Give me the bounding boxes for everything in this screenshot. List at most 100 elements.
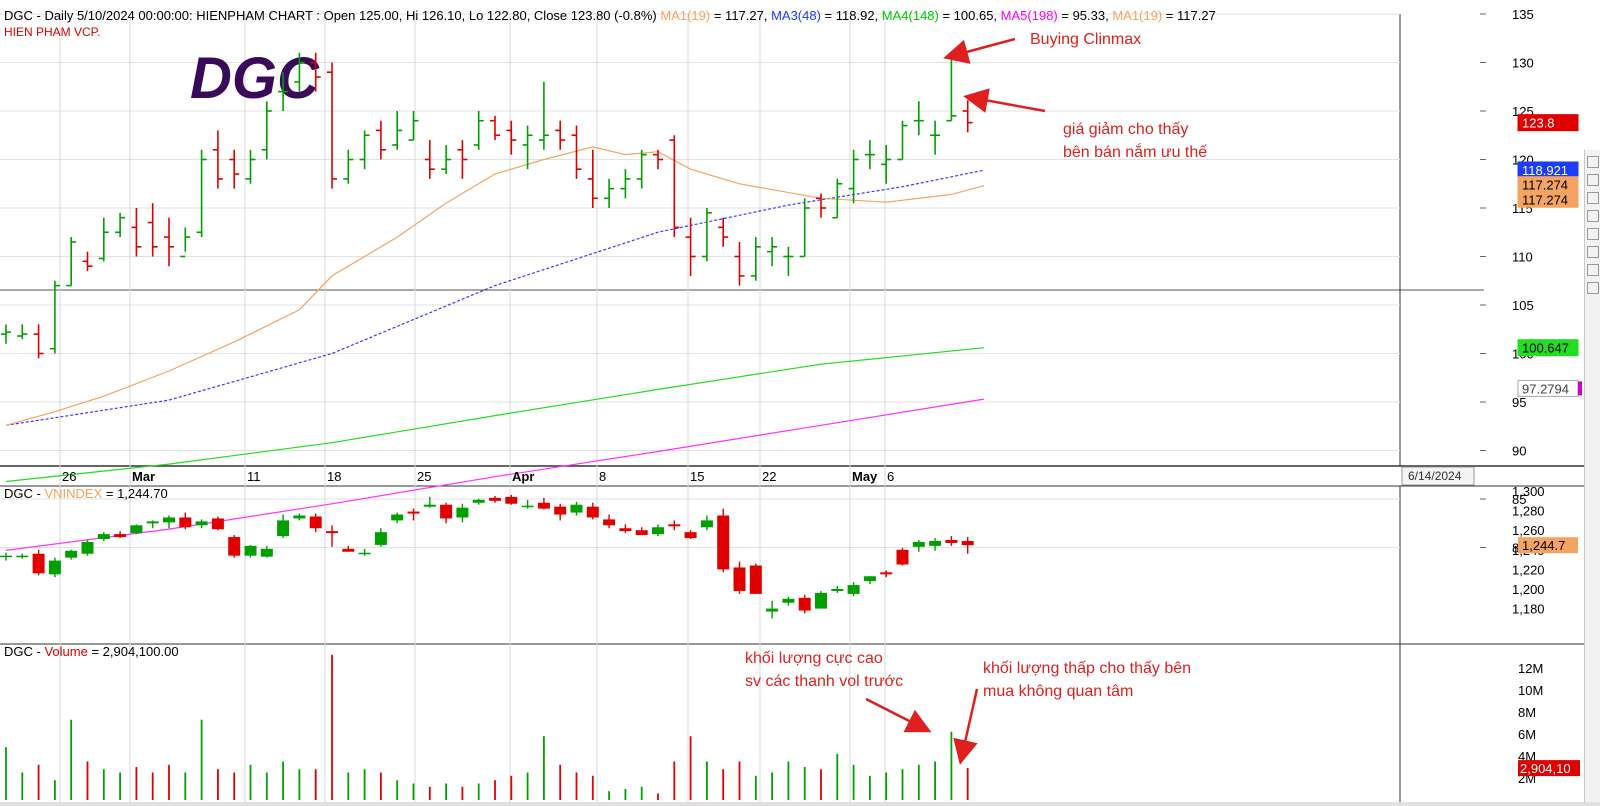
vnindex-candle: [277, 514, 290, 539]
vnindex-candle: [766, 600, 779, 619]
vnindex-axis: 1,3001,2801,2601,2401,2201,2001,1801,244…: [1512, 484, 1578, 617]
price-bar: [408, 111, 419, 141]
chart-header: DGC - Daily 5/10/2024 00:00:00: HIENPHAM…: [4, 8, 1216, 23]
vnindex-candle: [309, 513, 322, 533]
price-bar: [848, 149, 859, 204]
price-badge-label: 100.647: [1522, 341, 1569, 356]
fibonacci-tool-icon[interactable]: [1587, 246, 1599, 258]
price-badge-label: 123.8: [1522, 116, 1555, 131]
vnindex-tick-label: 1,200: [1512, 582, 1545, 597]
vnindex-title-part: = 1,244.70: [102, 486, 167, 501]
vnindex-badge: [1518, 537, 1578, 554]
vnindex-candle: [537, 497, 550, 510]
price-bar: [17, 324, 28, 339]
vnindex-body: [358, 552, 371, 555]
price-bar: [897, 120, 908, 161]
ma198-line: [5, 398, 985, 551]
arrow-buying-climax: [943, 37, 1016, 64]
vnindex-body: [211, 518, 224, 530]
vnindex-body: [619, 528, 632, 532]
price-bar: [294, 52, 305, 92]
vnindex-body: [554, 506, 567, 515]
price-bar: [816, 193, 826, 218]
vnindex-body: [652, 527, 664, 535]
price-bar: [799, 198, 810, 258]
drawing-toolbar[interactable]: [1584, 150, 1600, 806]
vnindex-candle: [16, 553, 29, 559]
vnindex-candle: [32, 549, 45, 576]
vnindex-body: [961, 540, 974, 546]
date-label: 15: [690, 469, 704, 484]
vnindex-body: [896, 549, 909, 565]
vnindex-body: [570, 504, 583, 513]
price-bar: [864, 140, 875, 170]
vnindex-body: [130, 525, 143, 534]
price-bar: [587, 149, 598, 208]
price-badge-label: 97.2794: [1522, 381, 1569, 396]
volume-badge-label: 2,904,10: [1520, 761, 1571, 776]
vnindex-body: [782, 598, 795, 603]
price-bar: [734, 241, 745, 286]
volume-tick-label: 12M: [1518, 661, 1543, 676]
ma19-line: [5, 146, 985, 426]
arrow-tool-icon[interactable]: [1587, 264, 1599, 276]
annotation-sell-line1: giá giảm cho thấy: [1063, 121, 1188, 138]
volume-tick-label: 10M: [1518, 683, 1543, 698]
vnindex-candle: [668, 520, 681, 531]
vnindex-body: [798, 597, 811, 611]
price-bar: [180, 227, 191, 258]
annotation-volume-high-line2: sv các thanh vol trước: [745, 673, 903, 690]
price-bar: [506, 120, 517, 155]
line-tool-icon[interactable]: [1587, 174, 1599, 186]
price-bar: [653, 149, 663, 170]
vnindex-body: [733, 567, 746, 591]
vnindex-body: [603, 519, 616, 526]
vnindex-candle: [440, 502, 453, 524]
vnindex-candle: [505, 494, 518, 505]
price-tick-label: 105: [1512, 298, 1534, 313]
price-bar: [701, 208, 712, 262]
date-label: 8: [599, 469, 606, 484]
price-bar: [946, 52, 957, 122]
vnindex-candle: [97, 532, 110, 541]
vnindex-candle: [472, 498, 485, 505]
vnindex-body: [407, 511, 420, 514]
price-bar: [473, 111, 484, 150]
date-label: Apr: [512, 469, 534, 484]
zoom-tool-icon[interactable]: [1587, 282, 1599, 294]
vnindex-body: [81, 541, 94, 554]
date-label: Mar: [132, 469, 155, 484]
ellipse-tool-icon[interactable]: [1587, 210, 1599, 222]
price-bar: [441, 144, 452, 175]
ma148-line: [5, 347, 985, 483]
price-bar: [571, 125, 582, 179]
vnindex-candle: [374, 528, 387, 547]
price-tick-label: 130: [1512, 56, 1534, 71]
date-label: 11: [247, 469, 261, 484]
vnindex-body: [505, 496, 518, 504]
vnindex-candle: [880, 570, 893, 578]
arrow-volume-low: [953, 688, 979, 765]
ma-legend-part: = 117.27,: [710, 8, 771, 23]
vnindex-candle: [81, 540, 94, 556]
vnindex-candle: [179, 512, 192, 530]
price-badge: [1517, 114, 1579, 132]
price-tick-label: 95: [1512, 395, 1526, 410]
vnindex-body: [863, 576, 876, 582]
vnindex-body: [228, 537, 241, 556]
vnindex-body: [749, 565, 762, 594]
ma48-line: [5, 169, 985, 426]
cursor-tool-icon[interactable]: [1587, 156, 1599, 168]
vnindex-tick-label: 1,280: [1512, 504, 1545, 519]
vnindex-candle: [554, 503, 567, 521]
vnindex-candle: [260, 545, 273, 558]
vnindex-candle: [896, 547, 909, 566]
text-tool-icon[interactable]: [1587, 228, 1599, 240]
vnindex-body: [163, 517, 175, 523]
vnindex-body: [831, 589, 844, 591]
rectangle-tool-icon[interactable]: [1587, 192, 1599, 204]
vnindex-body: [945, 540, 958, 543]
ma-legend-part: MA1(19): [1112, 8, 1162, 23]
